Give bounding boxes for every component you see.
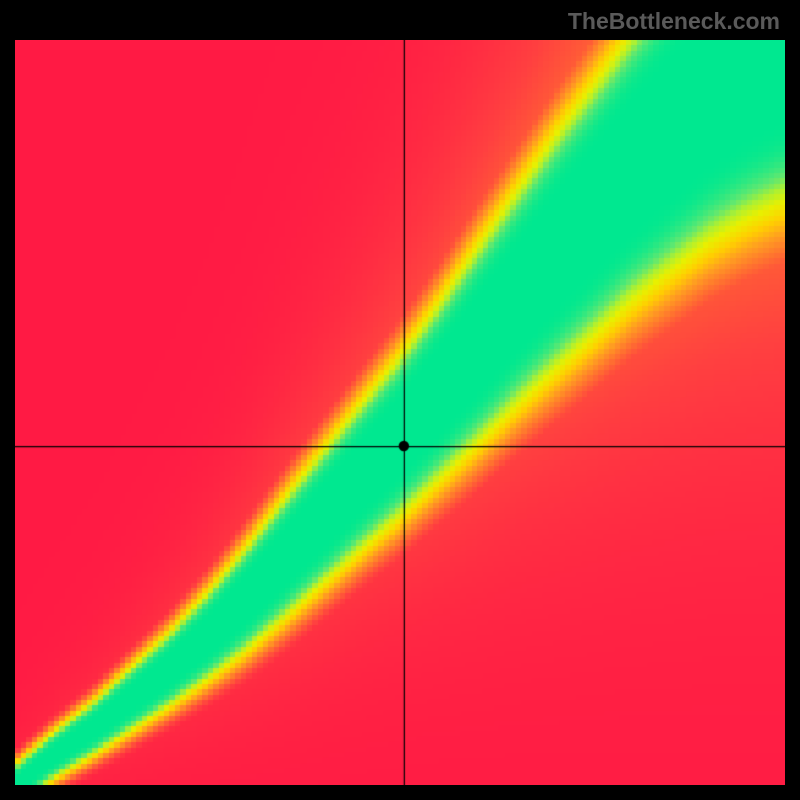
bottleneck-heatmap (15, 40, 785, 785)
watermark-text: TheBottleneck.com (568, 8, 780, 35)
chart-container: TheBottleneck.com (0, 0, 800, 800)
